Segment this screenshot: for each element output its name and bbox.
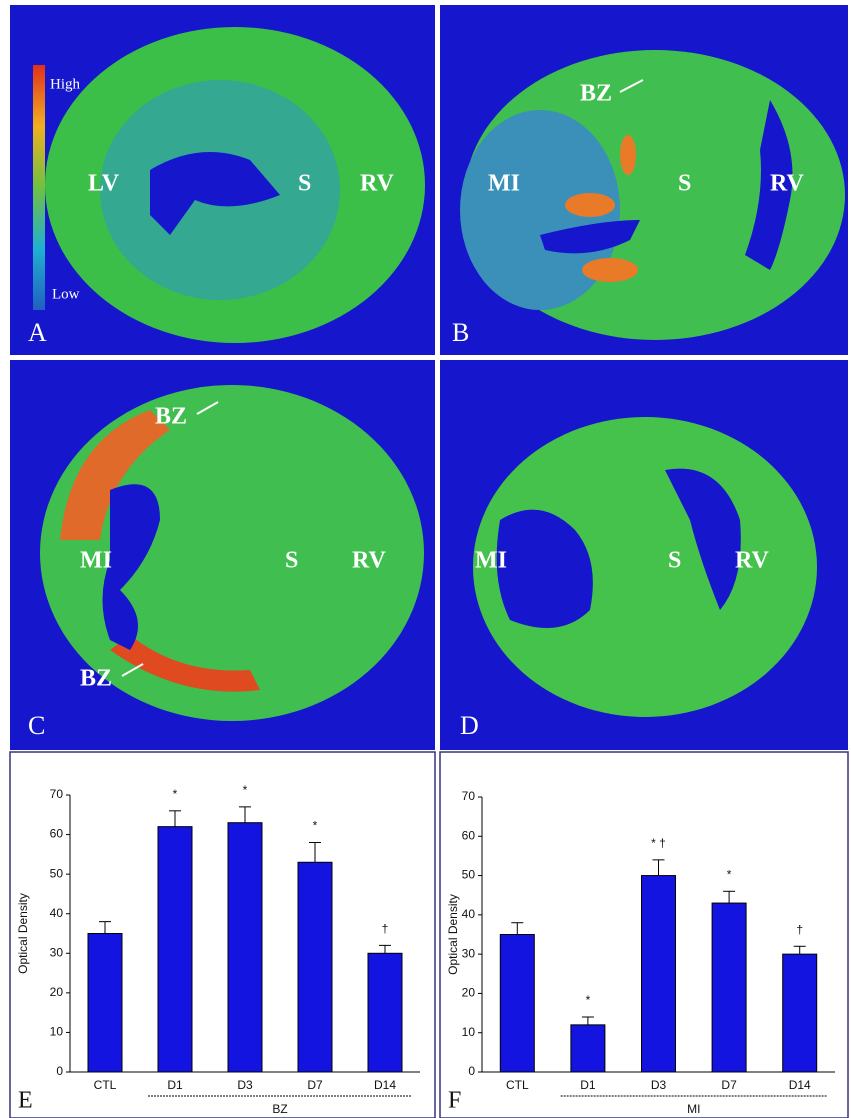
x-tick-label: D14 [789, 1078, 811, 1092]
bar [298, 862, 332, 1072]
hotspot [582, 258, 638, 282]
annotation: BZ [155, 404, 187, 430]
colorbar-high: High [50, 76, 81, 92]
y-tick-label: 20 [50, 985, 64, 999]
panel-label: A [28, 318, 47, 347]
x-tick-label: D1 [167, 1078, 183, 1092]
y-tick-label: 60 [462, 828, 476, 842]
significance: † [382, 922, 389, 936]
significance: † [796, 922, 803, 936]
panel-c: BZ MI S RV BZ C [10, 360, 435, 750]
y-tick-label: 70 [462, 789, 476, 803]
significance: * [727, 867, 732, 881]
y-tick-label: 50 [462, 868, 476, 882]
panel-label: E [18, 1088, 33, 1114]
annotation: RV [770, 171, 804, 197]
figure: High Low LV S RV A BZ MI S RV B BZ MI S … [0, 0, 851, 1118]
annotation: S [668, 548, 681, 574]
panel-b: BZ MI S RV B [440, 5, 848, 355]
annotation: S [285, 548, 298, 574]
bar [571, 1025, 605, 1072]
annotation: BZ [80, 666, 112, 692]
significance: * [173, 787, 178, 801]
y-tick-label: 20 [462, 986, 476, 1000]
bar [712, 903, 746, 1072]
y-tick-label: 0 [468, 1064, 475, 1078]
y-tick-label: 40 [462, 907, 476, 921]
panel-a: High Low LV S RV A [10, 5, 435, 355]
bar [500, 935, 534, 1073]
significance: * [313, 819, 318, 833]
y-axis-label: Optical Density [446, 894, 460, 975]
bar [158, 827, 192, 1072]
bar [228, 823, 262, 1072]
bar [642, 876, 676, 1072]
annotation: RV [352, 548, 386, 574]
y-tick-label: 30 [50, 945, 64, 959]
annotation: S [298, 171, 311, 197]
colorbar-low: Low [52, 286, 80, 302]
y-tick-label: 10 [50, 1025, 64, 1039]
hotspot [620, 135, 636, 175]
x-tick-label: D3 [651, 1078, 667, 1092]
significance: * [243, 783, 248, 797]
x-tick-label: D14 [374, 1078, 396, 1092]
y-tick-label: 50 [50, 866, 64, 880]
annotation: MI [475, 548, 507, 574]
x-tick-label: D7 [721, 1078, 737, 1092]
y-tick-label: 30 [462, 946, 476, 960]
significance: * [586, 993, 591, 1007]
annotation: RV [735, 548, 769, 574]
y-tick-label: 60 [50, 827, 64, 841]
annotation: BZ [580, 81, 612, 107]
colorbar [33, 65, 45, 310]
group-label: MI [687, 1102, 700, 1116]
significance: * † [651, 836, 666, 850]
x-tick-label: CTL [94, 1078, 117, 1092]
annotation: RV [360, 171, 394, 197]
panel-label: C [28, 711, 45, 740]
panel-label: D [460, 711, 479, 740]
panel-d: MI S RV D [440, 360, 848, 750]
annotation: S [678, 171, 691, 197]
y-axis-label: Optical Density [16, 893, 30, 974]
annotation: LV [88, 171, 120, 197]
y-tick-label: 0 [56, 1064, 63, 1078]
x-tick-label: D3 [237, 1078, 253, 1092]
y-tick-label: 70 [50, 787, 64, 801]
y-tick-label: 10 [462, 1025, 476, 1039]
y-tick-label: 40 [50, 906, 64, 920]
panel-label: F [448, 1088, 461, 1114]
bar [783, 954, 817, 1072]
x-tick-label: D1 [580, 1078, 596, 1092]
x-tick-label: CTL [506, 1078, 529, 1092]
annotation: MI [488, 171, 520, 197]
hotspot [565, 193, 615, 217]
annotation: MI [80, 548, 112, 574]
bar [368, 953, 402, 1072]
group-label: BZ [272, 1102, 287, 1116]
x-tick-label: D7 [307, 1078, 323, 1092]
bar [88, 934, 122, 1073]
panel-label: B [452, 318, 469, 347]
